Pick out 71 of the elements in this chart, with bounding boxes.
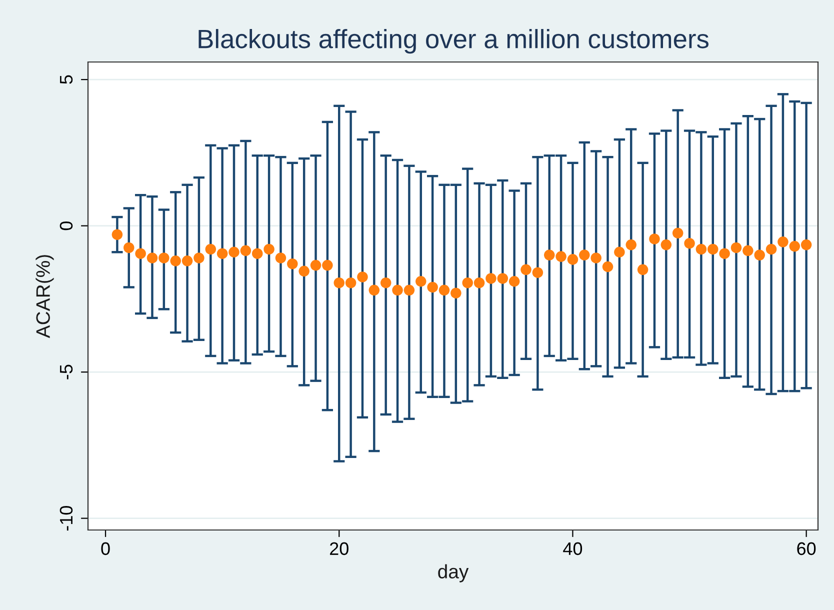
point	[684, 238, 695, 249]
point	[696, 244, 707, 255]
point	[567, 254, 578, 265]
point	[719, 248, 730, 259]
point	[778, 236, 788, 248]
point	[298, 266, 310, 277]
point	[368, 284, 380, 296]
point	[637, 264, 648, 276]
point	[789, 240, 800, 252]
point	[228, 246, 240, 258]
point	[614, 246, 625, 258]
x-axis-title: day	[438, 564, 469, 582]
point	[742, 245, 754, 256]
point	[462, 277, 473, 288]
point	[800, 239, 812, 250]
point	[660, 239, 672, 250]
point	[112, 229, 123, 240]
point	[216, 248, 228, 259]
y-tick-label: 0	[60, 221, 73, 230]
point	[544, 250, 555, 260]
point	[194, 252, 204, 264]
point	[146, 252, 158, 264]
point	[287, 258, 298, 270]
point	[520, 264, 532, 276]
point	[532, 267, 544, 278]
point	[392, 284, 403, 296]
point	[264, 244, 274, 255]
point	[590, 252, 602, 264]
y-tick-label: -10	[60, 506, 73, 531]
point	[124, 242, 134, 254]
point	[380, 277, 392, 288]
point	[672, 228, 684, 238]
chart-title: Blackouts affecting over a million customers	[198, 28, 708, 54]
point	[579, 250, 590, 260]
x-tick-label: 40	[563, 542, 582, 556]
point	[170, 256, 181, 266]
point	[158, 252, 170, 264]
point	[508, 276, 520, 287]
y-axis-title: ACAR(%)	[36, 255, 54, 338]
point	[404, 284, 415, 296]
point	[626, 239, 636, 250]
point	[416, 276, 426, 287]
y-tick-label: 5	[60, 75, 73, 84]
x-tick-label: 0	[101, 542, 110, 556]
point	[135, 248, 146, 259]
point	[766, 244, 777, 255]
point	[240, 245, 252, 256]
point	[205, 244, 216, 255]
point	[275, 252, 286, 264]
x-tick-label: 20	[330, 542, 348, 556]
point	[450, 288, 462, 298]
point	[438, 284, 450, 296]
point	[322, 260, 333, 271]
point	[252, 248, 263, 259]
point	[474, 277, 485, 288]
point	[357, 272, 368, 282]
point	[334, 277, 344, 288]
point	[649, 234, 660, 244]
point	[556, 251, 566, 262]
point	[182, 256, 193, 266]
point	[602, 261, 614, 272]
point	[345, 277, 356, 288]
y-tick-label: -5	[60, 364, 73, 380]
point	[730, 242, 742, 254]
point	[427, 282, 438, 293]
point	[497, 273, 508, 284]
point	[486, 273, 496, 284]
point	[754, 250, 765, 260]
x-tick-label: 60	[797, 542, 816, 556]
point	[708, 244, 718, 255]
point	[310, 260, 322, 271]
